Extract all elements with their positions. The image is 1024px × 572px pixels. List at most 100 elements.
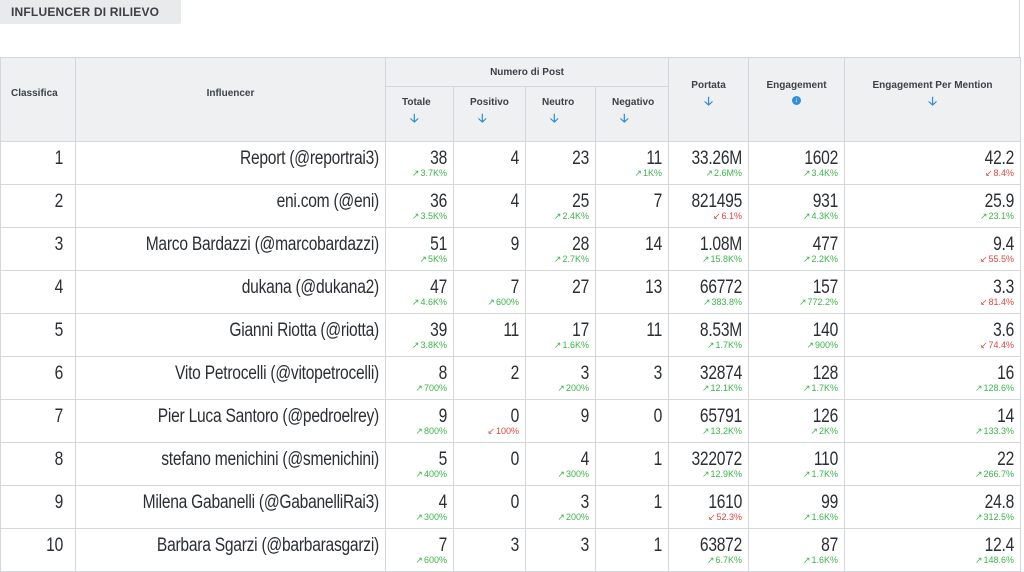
- influencer-name[interactable]: Milena Gabanelli (@GabanelliRai3): [142, 492, 380, 513]
- header-influencer[interactable]: Influencer: [75, 57, 386, 142]
- trend-up-icon: ↗: [557, 512, 565, 522]
- portata-delta: ↗1.7K%: [669, 340, 742, 350]
- trend-up-icon: ↗: [802, 211, 811, 221]
- portata-value: 322072: [691, 449, 743, 470]
- totale-delta-value: 3.5K%: [420, 211, 447, 221]
- header-engagement-mention[interactable]: Engagement Per Mention 🡣: [844, 57, 1022, 142]
- neutro-value: 17: [572, 320, 589, 341]
- totale-delta: ↗300%: [386, 512, 447, 522]
- influencer-cell[interactable]: Report (@reportrai3): [75, 141, 386, 185]
- portata-delta: ↗12.1K%: [669, 383, 742, 393]
- header-negativo[interactable]: Negativo 🡣: [594, 86, 670, 142]
- negativo-value: 1: [653, 449, 663, 470]
- totale-cell: 39 ↗3.8K%: [385, 313, 454, 357]
- influencer-name[interactable]: Vito Petrocelli (@vitopetrocelli): [175, 363, 379, 384]
- influencer-name[interactable]: dukana (@dukana2): [241, 277, 379, 298]
- portata-delta: ↗6.7K%: [669, 555, 742, 565]
- influencer-cell[interactable]: Milena Gabanelli (@GabanelliRai3): [75, 485, 386, 529]
- header-influencer-label: Influencer: [206, 88, 255, 99]
- table-row[interactable]: 3 Marco Bardazzi (@marcobardazzi) 51 ↗5K% 9 2…: [0, 227, 1022, 271]
- table-row[interactable]: 8 stefano menichini (@smenichini) 5 ↗400% 0 4…: [0, 442, 1022, 486]
- epm-cell: 9.4 ↙55.5%: [844, 227, 1022, 271]
- negativo-value: 13: [645, 277, 663, 298]
- portata-delta-value: 12.1K%: [710, 383, 743, 393]
- header-portata[interactable]: Portata 🡣: [668, 57, 750, 142]
- influencer-cell[interactable]: stefano menichini (@smenichini): [75, 442, 386, 486]
- negativo-delta-value: 1K%: [643, 168, 663, 178]
- influencer-name[interactable]: Report (@reportrai3): [239, 148, 379, 169]
- trend-up-icon: ↗: [701, 426, 710, 436]
- header-engagement-mention-label: Engagement Per Mention: [872, 80, 993, 91]
- table-row[interactable]: 2 eni.com (@eni) 36 ↗3.5K% 4 25 ↗2.4K% 7 821495 ↙…: [0, 184, 1022, 228]
- arrow-down-icon: 🡣: [928, 94, 937, 108]
- influencer-name[interactable]: Gianni Riotta (@riotta): [229, 320, 379, 341]
- epm-delta: ↙8.4%: [845, 168, 1014, 178]
- table-row[interactable]: 4 dukana (@dukana2) 47 ↗4.6K% 7 ↗600% 27 13 6677…: [0, 270, 1022, 314]
- influencer-name[interactable]: Pier Luca Santoro (@pedroelrey): [157, 406, 379, 427]
- neutro-delta-value: 2.7K%: [562, 254, 589, 264]
- neutro-value: 28: [572, 234, 589, 255]
- trend-up-icon: ↗: [553, 211, 562, 221]
- influencer-name[interactable]: stefano menichini (@smenichini): [161, 449, 379, 470]
- influencer-cell[interactable]: dukana (@dukana2): [75, 270, 386, 314]
- epm-delta-value: 23.1%: [988, 211, 1015, 221]
- engagement-value: 99: [821, 492, 839, 513]
- influencer-cell[interactable]: Barbara Sgarzi (@barbarasgarzi): [75, 528, 386, 572]
- epm-cell: 14 ↗133.3%: [844, 399, 1022, 443]
- neutro-delta-value: 200%: [565, 383, 589, 393]
- influencer-cell[interactable]: eni.com (@eni): [75, 184, 386, 228]
- rank-value: 8: [54, 449, 64, 470]
- neutro-cell: 17 ↗1.6K%: [525, 313, 596, 357]
- epm-value: 9.4: [993, 234, 1015, 255]
- epm-cell: 16 ↗128.6%: [844, 356, 1022, 400]
- table-row[interactable]: 10 Barbara Sgarzi (@barbarasgarzi) 7 ↗600% 3…: [0, 528, 1022, 572]
- positivo-cell: 4: [453, 184, 526, 228]
- positivo-delta: ↙100%: [454, 426, 519, 436]
- portata-delta-value: 383.8%: [711, 297, 743, 307]
- table-row[interactable]: 6 Vito Petrocelli (@vitopetrocelli) 8 ↗700%…: [0, 356, 1022, 400]
- header-neutro[interactable]: Neutro 🡣: [525, 86, 596, 142]
- portata-delta-value: 13.2K%: [710, 426, 743, 436]
- header-totale[interactable]: Totale 🡣: [385, 86, 454, 142]
- influencer-name[interactable]: eni.com (@eni): [276, 191, 380, 212]
- table-row[interactable]: 9 Milena Gabanelli (@GabanelliRai3) 4 ↗300%…: [0, 485, 1022, 529]
- negativo-cell: 14: [594, 227, 670, 271]
- negativo-cell: 1: [594, 485, 670, 529]
- engagement-value: 1602: [804, 148, 839, 169]
- rank-cell: 8: [0, 442, 76, 486]
- influencer-cell[interactable]: Pier Luca Santoro (@pedroelrey): [75, 399, 386, 443]
- influencer-cell[interactable]: Vito Petrocelli (@vitopetrocelli): [75, 356, 386, 400]
- influencer-name[interactable]: Marco Bardazzi (@marcobardazzi): [145, 234, 380, 255]
- portata-delta: ↙52.3%: [669, 512, 742, 522]
- table-row[interactable]: 1 Report (@reportrai3) 38 ↗3.7K% 4 23 11 ↗1K% 33…: [0, 141, 1022, 185]
- rank-cell: 4: [0, 270, 76, 314]
- totale-delta-value: 600%: [423, 555, 447, 565]
- totale-delta-value: 300%: [423, 512, 447, 522]
- totale-delta-value: 5K%: [427, 254, 447, 264]
- influencer-cell[interactable]: Gianni Riotta (@riotta): [75, 313, 386, 357]
- rank-value: 1: [54, 148, 64, 169]
- negativo-value: 11: [646, 148, 663, 169]
- totale-cell: 8 ↗700%: [385, 356, 454, 400]
- table-row[interactable]: 7 Pier Luca Santoro (@pedroelrey) 9 ↗800% 0 ↙…: [0, 399, 1022, 443]
- positivo-cell: 4: [453, 141, 526, 185]
- header-classifica[interactable]: Classifica: [0, 57, 76, 142]
- portata-delta: ↗383.8%: [669, 297, 742, 307]
- epm-delta-value: 81.4%: [988, 297, 1015, 307]
- influencer-name[interactable]: Barbara Sgarzi (@barbarasgarzi): [156, 535, 379, 556]
- trend-up-icon: ↗: [706, 555, 715, 565]
- totale-delta: ↗600%: [386, 555, 447, 565]
- negativo-delta: ↗1K%: [596, 168, 662, 178]
- table-row[interactable]: 5 Gianni Riotta (@riotta) 39 ↗3.8K% 11 17 ↗1.6…: [0, 313, 1022, 357]
- header-positivo[interactable]: Positivo 🡣: [453, 86, 526, 142]
- trend-up-icon: ↗: [798, 297, 807, 307]
- positivo-value: 2: [510, 363, 520, 384]
- engagement-delta-value: 1.6K%: [811, 555, 839, 565]
- portata-value: 1.08M: [699, 234, 743, 255]
- engagement-delta-value: 2K%: [819, 426, 839, 436]
- rank-cell: 6: [0, 356, 76, 400]
- trend-up-icon: ↗: [974, 469, 983, 479]
- header-engagement[interactable]: Engagement ↓: [748, 57, 846, 142]
- positivo-value: 4: [510, 191, 520, 212]
- influencer-cell[interactable]: Marco Bardazzi (@marcobardazzi): [75, 227, 386, 271]
